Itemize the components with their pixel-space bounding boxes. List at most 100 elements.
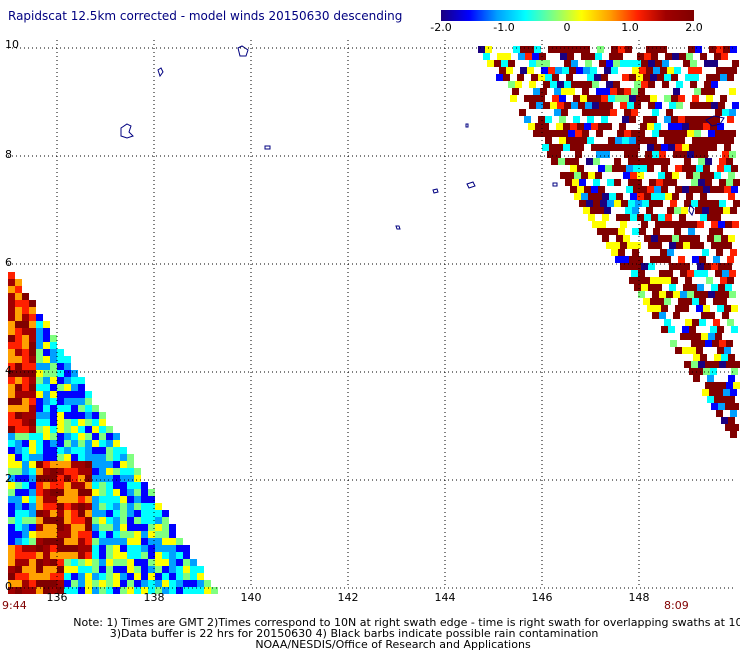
wind-cell: [729, 151, 736, 158]
wind-cell: [29, 517, 36, 524]
wind-cell: [50, 538, 57, 545]
wind-cell: [685, 319, 692, 326]
wind-cell: [29, 419, 36, 426]
wind-cell: [713, 298, 720, 305]
wind-cell: [623, 235, 630, 242]
wind-cell: [43, 489, 50, 496]
wind-cell: [134, 545, 141, 552]
wind-cell: [50, 566, 57, 573]
wind-cell: [729, 291, 736, 298]
wind-cell: [92, 573, 99, 580]
wind-cell: [645, 151, 652, 158]
wind-cell: [8, 398, 15, 405]
wind-cell: [15, 489, 22, 496]
wind-cell: [64, 524, 71, 531]
wind-cell: [596, 151, 603, 158]
wind-cell: [120, 587, 127, 594]
wind-cell: [155, 517, 162, 524]
wind-cell: [99, 538, 106, 545]
wind-cell: [29, 482, 36, 489]
wind-cell: [127, 587, 134, 594]
wind-cell: [664, 277, 671, 284]
wind-cell: [658, 172, 665, 179]
wind-cell: [520, 67, 527, 74]
wind-cell: [548, 67, 555, 74]
wind-cell: [684, 361, 691, 368]
wind-cell: [71, 573, 78, 580]
wind-cell: [669, 242, 676, 249]
wind-cell: [64, 482, 71, 489]
wind-cell: [560, 172, 567, 179]
wind-cell: [197, 566, 204, 573]
wind-cell: [658, 235, 665, 242]
wind-cell: [620, 263, 627, 270]
wind-cell: [676, 102, 683, 109]
wind-cell: [148, 510, 155, 517]
wind-cell: [113, 524, 120, 531]
wind-cell: [29, 468, 36, 475]
wind-cell: [628, 200, 635, 207]
wind-cell: [29, 538, 36, 545]
wind-cell: [697, 263, 704, 270]
wind-cell: [92, 517, 99, 524]
wind-cell: [36, 517, 43, 524]
wind-cell: [649, 158, 656, 165]
wind-cell: [619, 165, 626, 172]
wind-cell: [556, 123, 563, 130]
wind-cell: [604, 67, 611, 74]
wind-cell: [134, 587, 141, 594]
wind-cell: [637, 193, 644, 200]
wind-cell: [659, 151, 666, 158]
wind-cell: [71, 461, 78, 468]
wind-cell: [50, 342, 57, 349]
wind-cell: [57, 433, 64, 440]
wind-cell: [591, 186, 598, 193]
wind-cell: [8, 412, 15, 419]
wind-cell: [596, 130, 603, 137]
wind-cell: [598, 165, 605, 172]
wind-cell: [22, 370, 29, 377]
wind-cell: [8, 335, 15, 342]
wind-cell: [714, 396, 721, 403]
wind-cell: [676, 81, 683, 88]
wind-cell: [148, 559, 155, 566]
wind-cell: [57, 356, 64, 363]
wind-cell: [36, 440, 43, 447]
wind-cell: [574, 172, 581, 179]
wind-cell: [134, 482, 141, 489]
wind-cell: [50, 468, 57, 475]
wind-cell: [29, 384, 36, 391]
wind-cell: [680, 151, 687, 158]
wind-cell: [708, 312, 715, 319]
wind-cell: [714, 53, 721, 60]
wind-cell: [113, 587, 120, 594]
wind-cell: [64, 538, 71, 545]
wind-cell: [36, 552, 43, 559]
wind-cell: [718, 263, 725, 270]
wind-cell: [50, 503, 57, 510]
wind-cell: [504, 53, 511, 60]
wind-cell: [541, 67, 548, 74]
wind-cell: [632, 67, 639, 74]
wind-cell: [57, 419, 64, 426]
wind-cell: [693, 354, 700, 361]
wind-cell: [92, 545, 99, 552]
wind-cell: [710, 186, 717, 193]
wind-cell: [705, 158, 712, 165]
wind-cell: [636, 95, 643, 102]
wind-cell: [732, 424, 739, 431]
wind-cell: [540, 130, 547, 137]
wind-cell: [543, 60, 550, 67]
x-tick-label: 142: [338, 591, 359, 604]
wind-cell: [630, 193, 637, 200]
wind-cell: [22, 307, 29, 314]
wind-cell: [64, 545, 71, 552]
wind-cell: [617, 88, 624, 95]
wind-cell: [497, 53, 504, 60]
wind-cell: [71, 405, 78, 412]
wind-cell: [710, 368, 717, 375]
wind-cell: [15, 538, 22, 545]
wind-cell: [148, 503, 155, 510]
wind-cell: [92, 426, 99, 433]
wind-cell: [724, 165, 731, 172]
